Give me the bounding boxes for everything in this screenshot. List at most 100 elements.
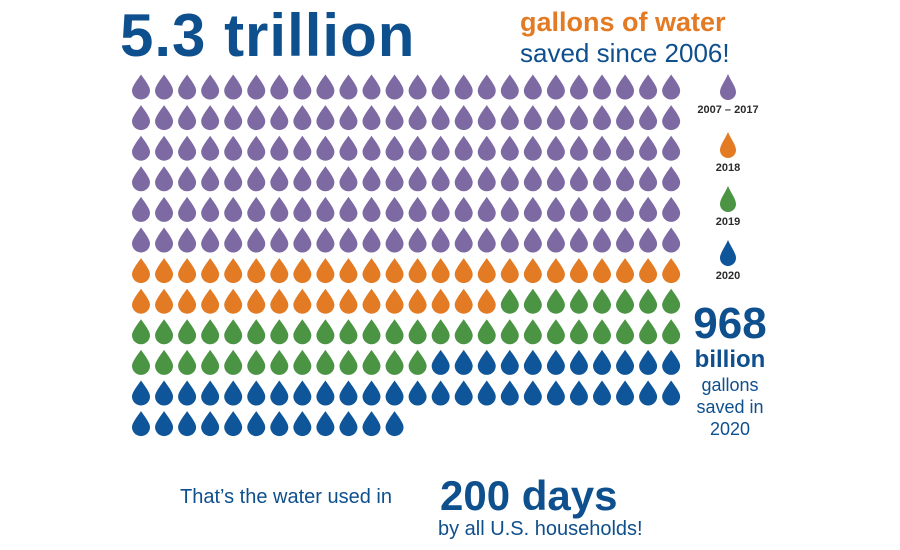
drop-2018-29 [224, 288, 243, 314]
drop-2007-2017-30 [247, 105, 266, 131]
drop-2007-2017-38 [431, 105, 450, 131]
drop-2007-2017-72 [662, 135, 681, 161]
drop-2007-2017-7 [270, 74, 289, 100]
drop-2007-2017-76 [201, 166, 220, 192]
drop-2007-2017-137 [500, 227, 519, 253]
drop-2020-7 [569, 349, 588, 375]
drop-2018-40 [477, 288, 496, 314]
drop-2007-2017-69 [593, 135, 611, 161]
drop-2007-2017-81 [316, 166, 335, 192]
drop-2018-31 [270, 288, 289, 314]
drop-2020-37 [155, 411, 174, 437]
drop-2020-27 [477, 380, 496, 406]
drop-2020-20 [316, 380, 335, 406]
drop-2019-45 [408, 349, 427, 375]
drop-2007-2017-32 [293, 105, 312, 131]
footer-prefix: That’s the water used in [180, 486, 392, 508]
drop-2007-2017-97 [132, 196, 150, 222]
drop-2018-11 [362, 258, 381, 284]
footer-suffix: by all U.S. households! [438, 518, 643, 540]
water-drop-icon [720, 186, 736, 212]
drop-2007-2017-106 [339, 196, 358, 222]
drop-2007-2017-64 [477, 135, 496, 161]
legend-label: 2007 – 2017 [697, 104, 759, 116]
drop-2018-20 [569, 258, 588, 284]
drop-2007-2017-133 [408, 227, 427, 253]
drop-2019-18 [339, 319, 358, 345]
drop-2007-2017-94 [616, 166, 635, 192]
drop-2020-22 [362, 380, 381, 406]
drop-2007-2017-105 [316, 196, 335, 222]
drop-2007-2017-45 [593, 105, 611, 131]
drop-2007-2017-93 [593, 166, 611, 192]
drop-2007-2017-29 [224, 105, 243, 131]
drop-2007-2017-138 [523, 227, 542, 253]
drop-2007-2017-109 [408, 196, 427, 222]
drop-2019-23 [454, 319, 473, 345]
drop-2007-2017-142 [616, 227, 635, 253]
drop-2020-18 [270, 380, 289, 406]
drop-2020-28 [500, 380, 519, 406]
drop-2007-2017-104 [293, 196, 312, 222]
drop-2018-21 [593, 258, 611, 284]
drop-2020-6 [546, 349, 565, 375]
drop-2019-17 [316, 319, 335, 345]
stat-desc-2: saved in [696, 397, 764, 417]
drop-2007-2017-35 [362, 105, 381, 131]
drop-2020-11 [662, 349, 681, 375]
drop-2007-2017-143 [639, 227, 658, 253]
drop-2007-2017-136 [477, 227, 496, 253]
drop-2007-2017-67 [546, 135, 565, 161]
drop-2007-2017-101 [224, 196, 243, 222]
drop-2007-2017-8 [293, 74, 312, 100]
drop-2018-36 [385, 288, 404, 314]
drop-2007-2017-4 [201, 74, 220, 100]
drop-2019-14 [247, 319, 266, 345]
drop-2007-2017-12 [385, 74, 404, 100]
drop-2019-6 [616, 288, 635, 314]
drop-2007-2017-119 [639, 196, 658, 222]
drop-2007-2017-14 [431, 74, 450, 100]
drop-2019-26 [523, 319, 542, 345]
drop-2019-44 [385, 349, 404, 375]
drop-2007-2017-43 [546, 105, 565, 131]
water-drop-icon [720, 74, 736, 100]
drop-2007-2017-18 [523, 74, 542, 100]
drop-2007-2017-48 [662, 105, 681, 131]
drop-2020-24 [408, 380, 427, 406]
drop-2019-4 [569, 288, 588, 314]
drop-2020-3 [477, 349, 496, 375]
drop-2007-2017-95 [639, 166, 658, 192]
drop-2007-2017-91 [546, 166, 565, 192]
drop-2020-14 [178, 380, 197, 406]
drop-2007-2017-129 [316, 227, 335, 253]
drop-2007-2017-117 [593, 196, 611, 222]
drop-2007-2017-44 [569, 105, 588, 131]
drop-2019-21 [408, 319, 427, 345]
drop-2007-2017-123 [178, 227, 197, 253]
drop-2020-4 [500, 349, 519, 375]
drop-2020-1 [431, 349, 450, 375]
drop-2019-33 [132, 349, 150, 375]
drop-2007-2017-2 [155, 74, 174, 100]
legend-item-2018: 2018 [683, 130, 773, 174]
drop-2019-20 [385, 319, 404, 345]
drop-2020-19 [293, 380, 312, 406]
drop-2007-2017-20 [569, 74, 588, 100]
drop-2007-2017-84 [385, 166, 404, 192]
drop-2019-30 [616, 319, 635, 345]
drop-2018-27 [178, 288, 197, 314]
drop-2007-2017-80 [293, 166, 312, 192]
drop-2007-2017-53 [224, 135, 243, 161]
footer-highlight: 200 days [440, 472, 618, 519]
drop-2007-2017-140 [569, 227, 588, 253]
drop-2007-2017-63 [454, 135, 473, 161]
drop-2007-2017-130 [339, 227, 358, 253]
water-drop-icon [720, 240, 736, 266]
drop-2007-2017-5 [224, 74, 243, 100]
drop-2019-9 [132, 319, 150, 345]
drop-2007-2017-59 [362, 135, 381, 161]
drop-2018-1 [132, 258, 150, 284]
drop-2007-2017-71 [639, 135, 658, 161]
